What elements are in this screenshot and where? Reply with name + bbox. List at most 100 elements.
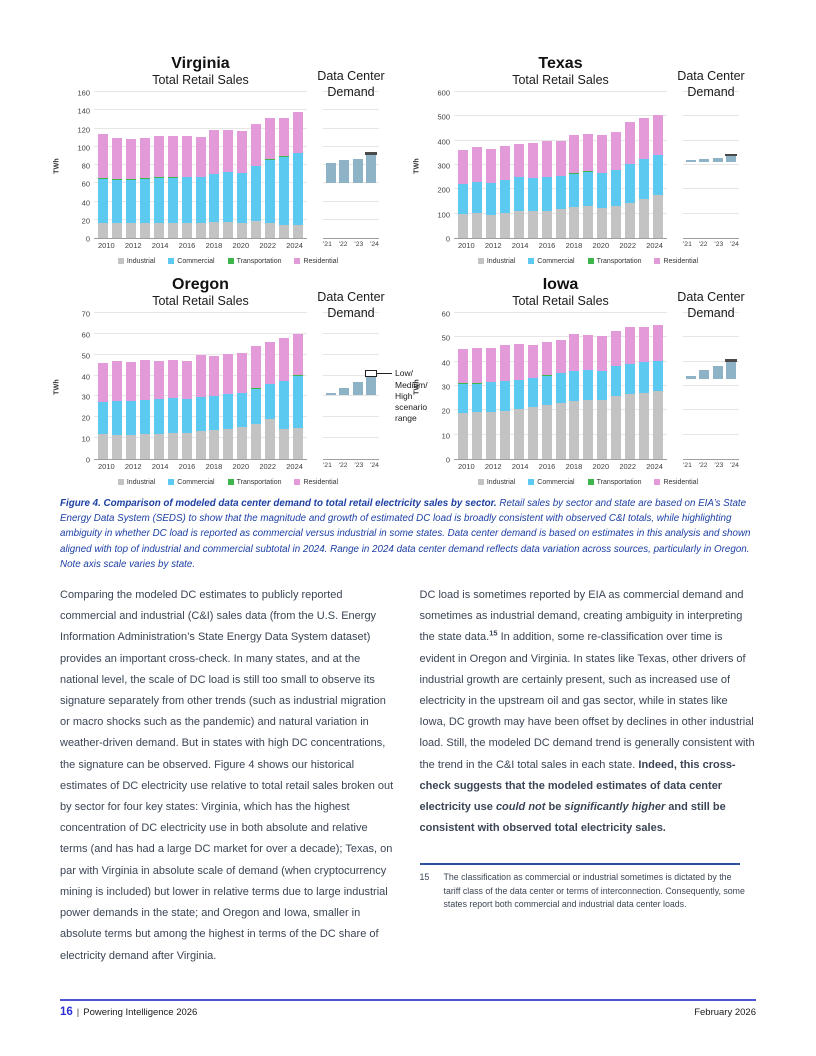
industrial-segment	[625, 394, 636, 459]
x-tick-label: 2024	[286, 462, 303, 471]
x-tick-label: 2020	[232, 241, 250, 250]
commercial-segment	[251, 388, 262, 424]
commercial-segment	[513, 177, 524, 212]
gridline	[683, 164, 739, 165]
stacked-bar-2021	[251, 123, 262, 238]
chart-panel-virginia: TWh 0 20 40 60 80 100 120 140 160 Virginia Total…	[53, 55, 396, 266]
industrial-segment	[181, 432, 192, 459]
legend-item-commercial: Commercial	[528, 477, 575, 487]
y-tick-label: 0	[85, 234, 90, 244]
residential-segment	[153, 361, 164, 399]
dc-demand-plot	[683, 91, 739, 239]
commercial-segment	[153, 399, 164, 434]
state-title: Virginia	[171, 55, 230, 72]
dc-demand-bar-23	[712, 366, 723, 380]
transportation-swatch	[587, 479, 594, 485]
commercial-segment	[167, 177, 178, 223]
x-tick-label: 2014	[151, 241, 169, 250]
x-tick-label: 2010	[458, 241, 475, 250]
dc-demand-column: Data Center Demand Low/Medium/High scenari…	[317, 276, 428, 469]
industrial-segment	[513, 408, 524, 459]
stacked-bar-2011	[111, 361, 122, 459]
footer-separator: |	[76, 1007, 80, 1018]
industrial-segment	[279, 225, 290, 238]
report-title: Powering Intelligence 2026	[83, 1007, 198, 1018]
residential-segment	[139, 359, 150, 400]
chart-legend: Industrial Commercial Transportation Reside…	[60, 477, 396, 487]
legend-item-residential: Residential	[294, 256, 338, 266]
body-text: Comparing the modeled DC estimates to pu…	[60, 585, 756, 967]
residential-segment	[513, 143, 524, 178]
dc-demand-range-cap	[365, 152, 377, 155]
residential-segment	[97, 363, 108, 403]
stacked-bar-2022	[265, 117, 276, 238]
dc-demand-range-cap	[725, 153, 737, 157]
y-tick-label: 40	[441, 358, 450, 368]
industrial-segment	[97, 222, 108, 238]
gridline	[683, 139, 739, 141]
x-tick-label: 2022	[619, 462, 637, 471]
dc-demand-bar-24	[366, 153, 376, 184]
stacked-bar-2021	[251, 346, 262, 459]
footnote-reference[interactable]: 15	[489, 628, 498, 638]
chart-panel-oregon: TWh 0 10 20 30 40 50 60 70 Oregon Total Retail …	[53, 276, 428, 487]
gridline	[323, 437, 379, 439]
residential-segment	[527, 344, 538, 378]
x-tick-label: 2012	[124, 241, 142, 250]
residential-segment	[181, 135, 192, 177]
commercial-segment	[527, 178, 538, 212]
y-tick-label: 80	[81, 161, 90, 171]
y-tick-label: 20	[81, 216, 90, 226]
commercial-segment	[181, 176, 192, 223]
chart-header: Oregon Total Retail Sales	[94, 276, 307, 314]
main-chart-column: Texas Total Retail Sales 2010 2012 2014 201…	[454, 55, 667, 251]
dc-x-tick-label: '23	[354, 241, 364, 248]
commercial-swatch	[528, 258, 535, 264]
y-tick-label: 30	[81, 392, 90, 402]
stacked-bar-2010	[97, 363, 108, 459]
stacked-bar-2013	[139, 137, 150, 238]
commercial-segment	[653, 360, 664, 392]
gridline	[323, 395, 379, 397]
residential-segment	[583, 133, 594, 172]
page-footer: 16 | Powering Intelligence 2026 February 2…	[60, 999, 756, 1018]
footnote-number: 15	[419, 872, 430, 883]
dc-x-tick-label: '22	[338, 462, 348, 469]
state-title: Oregon	[172, 276, 229, 293]
legend-label: Transportation	[236, 257, 282, 265]
industrial-segment	[125, 434, 136, 459]
y-tick-label: 200	[437, 185, 450, 195]
annotation-leader-line	[377, 372, 392, 374]
commercial-segment	[111, 401, 122, 435]
residential-segment	[237, 131, 248, 173]
stacked-bar-2019	[223, 354, 234, 459]
gridline	[94, 312, 307, 313]
industrial-segment	[97, 434, 108, 459]
industrial-segment	[555, 208, 566, 238]
dc-demand-title: Data Center Demand	[651, 68, 771, 101]
dc-demand-range-cap	[725, 358, 737, 363]
residential-segment	[97, 134, 108, 179]
x-tick-label: 2018	[565, 241, 583, 250]
residential-segment	[639, 118, 650, 160]
chart-legend: Industrial Commercial Transportation Reside…	[420, 477, 756, 487]
y-tick-label: 0	[445, 455, 450, 465]
dc-demand-plot	[323, 91, 379, 239]
stacked-bar-2013	[499, 145, 510, 238]
stacked-bar-2017	[555, 140, 566, 238]
dc-demand-title: Data Center Demand	[291, 289, 411, 322]
industrial-segment	[195, 431, 206, 459]
dc-demand-plot: Low/Medium/High scenario range	[323, 312, 428, 460]
x-tick-label: 2010	[98, 241, 115, 250]
x-axis-labels: 2010 2012 2014 2016 2018 2020 2022 2024	[94, 460, 307, 472]
stacked-bar-2024	[293, 112, 304, 238]
dc-demand-bar-24	[726, 155, 736, 163]
stacked-bar-2014	[153, 135, 164, 238]
industrial-segment	[153, 433, 164, 459]
gridline	[454, 139, 667, 141]
legend-item-transportation: Transportation	[227, 256, 282, 266]
x-tick-label: 2018	[565, 462, 583, 471]
stacked-bar-2023	[279, 117, 290, 238]
text-segment: could not	[495, 801, 546, 814]
